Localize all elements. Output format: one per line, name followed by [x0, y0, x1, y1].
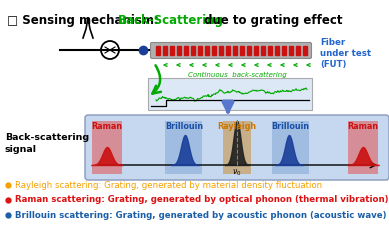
- Bar: [156, 46, 160, 55]
- Bar: [191, 46, 195, 55]
- Bar: [177, 46, 181, 55]
- Bar: [296, 46, 300, 55]
- Bar: [223, 121, 251, 174]
- Bar: [184, 46, 188, 55]
- Bar: [165, 121, 202, 174]
- FancyBboxPatch shape: [151, 42, 312, 59]
- Text: Back-scattering
signal: Back-scattering signal: [5, 133, 89, 154]
- Bar: [226, 46, 230, 55]
- Bar: [303, 46, 307, 55]
- Bar: [148, 78, 312, 110]
- Bar: [170, 46, 174, 55]
- Text: $\nu_0$: $\nu_0$: [232, 167, 242, 178]
- Text: Brillouin scattering: Grating, generated by acoustic phonon (acoustic wave): Brillouin scattering: Grating, generated…: [15, 210, 387, 220]
- Bar: [240, 46, 244, 55]
- Text: Rayleigh scattering: Grating, generated by material density fluctuation: Rayleigh scattering: Grating, generated …: [15, 181, 322, 189]
- Text: due to grating effect: due to grating effect: [200, 14, 342, 27]
- Bar: [282, 46, 286, 55]
- Bar: [233, 46, 237, 55]
- Text: Rayleigh: Rayleigh: [217, 122, 257, 131]
- FancyBboxPatch shape: [85, 115, 389, 180]
- Text: Brillouin: Brillouin: [271, 122, 309, 131]
- Bar: [92, 121, 122, 174]
- Bar: [272, 121, 309, 174]
- Text: □ Sensing mechanism:: □ Sensing mechanism:: [7, 14, 163, 27]
- Bar: [198, 46, 202, 55]
- Text: Brillouin: Brillouin: [165, 122, 203, 131]
- Bar: [261, 46, 265, 55]
- Bar: [247, 46, 251, 55]
- FancyArrowPatch shape: [152, 65, 161, 94]
- Text: Raman scattering: Grating, generated by optical phonon (thermal vibration): Raman scattering: Grating, generated by …: [15, 195, 389, 205]
- Text: Raman: Raman: [347, 122, 378, 131]
- Bar: [205, 46, 209, 55]
- Text: Continuous  back-scattering: Continuous back-scattering: [188, 72, 287, 78]
- Bar: [348, 121, 378, 174]
- Bar: [289, 46, 293, 55]
- Bar: [254, 46, 258, 55]
- Bar: [212, 46, 216, 55]
- Bar: [219, 46, 223, 55]
- Text: Raman: Raman: [91, 122, 123, 131]
- Text: Fiber
under test
(FUT): Fiber under test (FUT): [320, 38, 371, 69]
- Bar: [268, 46, 272, 55]
- Bar: [163, 46, 167, 55]
- Bar: [275, 46, 279, 55]
- Text: Back-Scattering: Back-Scattering: [118, 14, 224, 27]
